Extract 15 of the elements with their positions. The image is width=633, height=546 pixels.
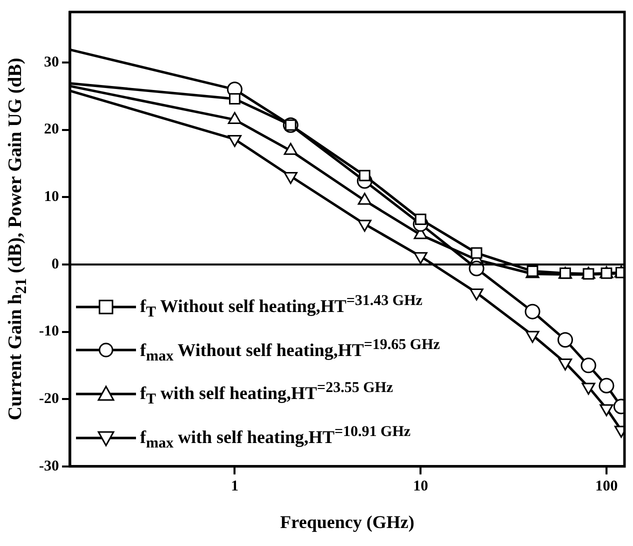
x-tick-label: 10 <box>413 478 428 494</box>
y-tick-label: 0 <box>51 256 59 272</box>
x-axis-title: Frequency (GHz) <box>280 512 414 532</box>
y-tick-label: -10 <box>38 324 59 340</box>
y-tick-label: -30 <box>38 458 59 474</box>
y-tick-label: 30 <box>44 54 59 70</box>
y-tick-label: 20 <box>44 122 59 138</box>
y-tick-label: -20 <box>38 390 59 407</box>
y-tick-label: 10 <box>44 189 59 205</box>
legend-label: f$_{T}$ Without self heating,HT$^{=31.43 GHz}$ <box>140 292 422 323</box>
x-tick-label: 100 <box>595 478 618 494</box>
legend-label: f$_{max}$ with self heating,HT$^{=10.91 GHz}$ <box>140 422 411 454</box>
legend-label: f$_{T}$ with self heating,HT$^{=23.55 GHz}$ <box>140 379 394 410</box>
x-tick-label: 1 <box>230 478 238 494</box>
legend-label: f$_{max}$ Without self heating,HT$^{=19.65 GHz}$ <box>140 336 440 366</box>
